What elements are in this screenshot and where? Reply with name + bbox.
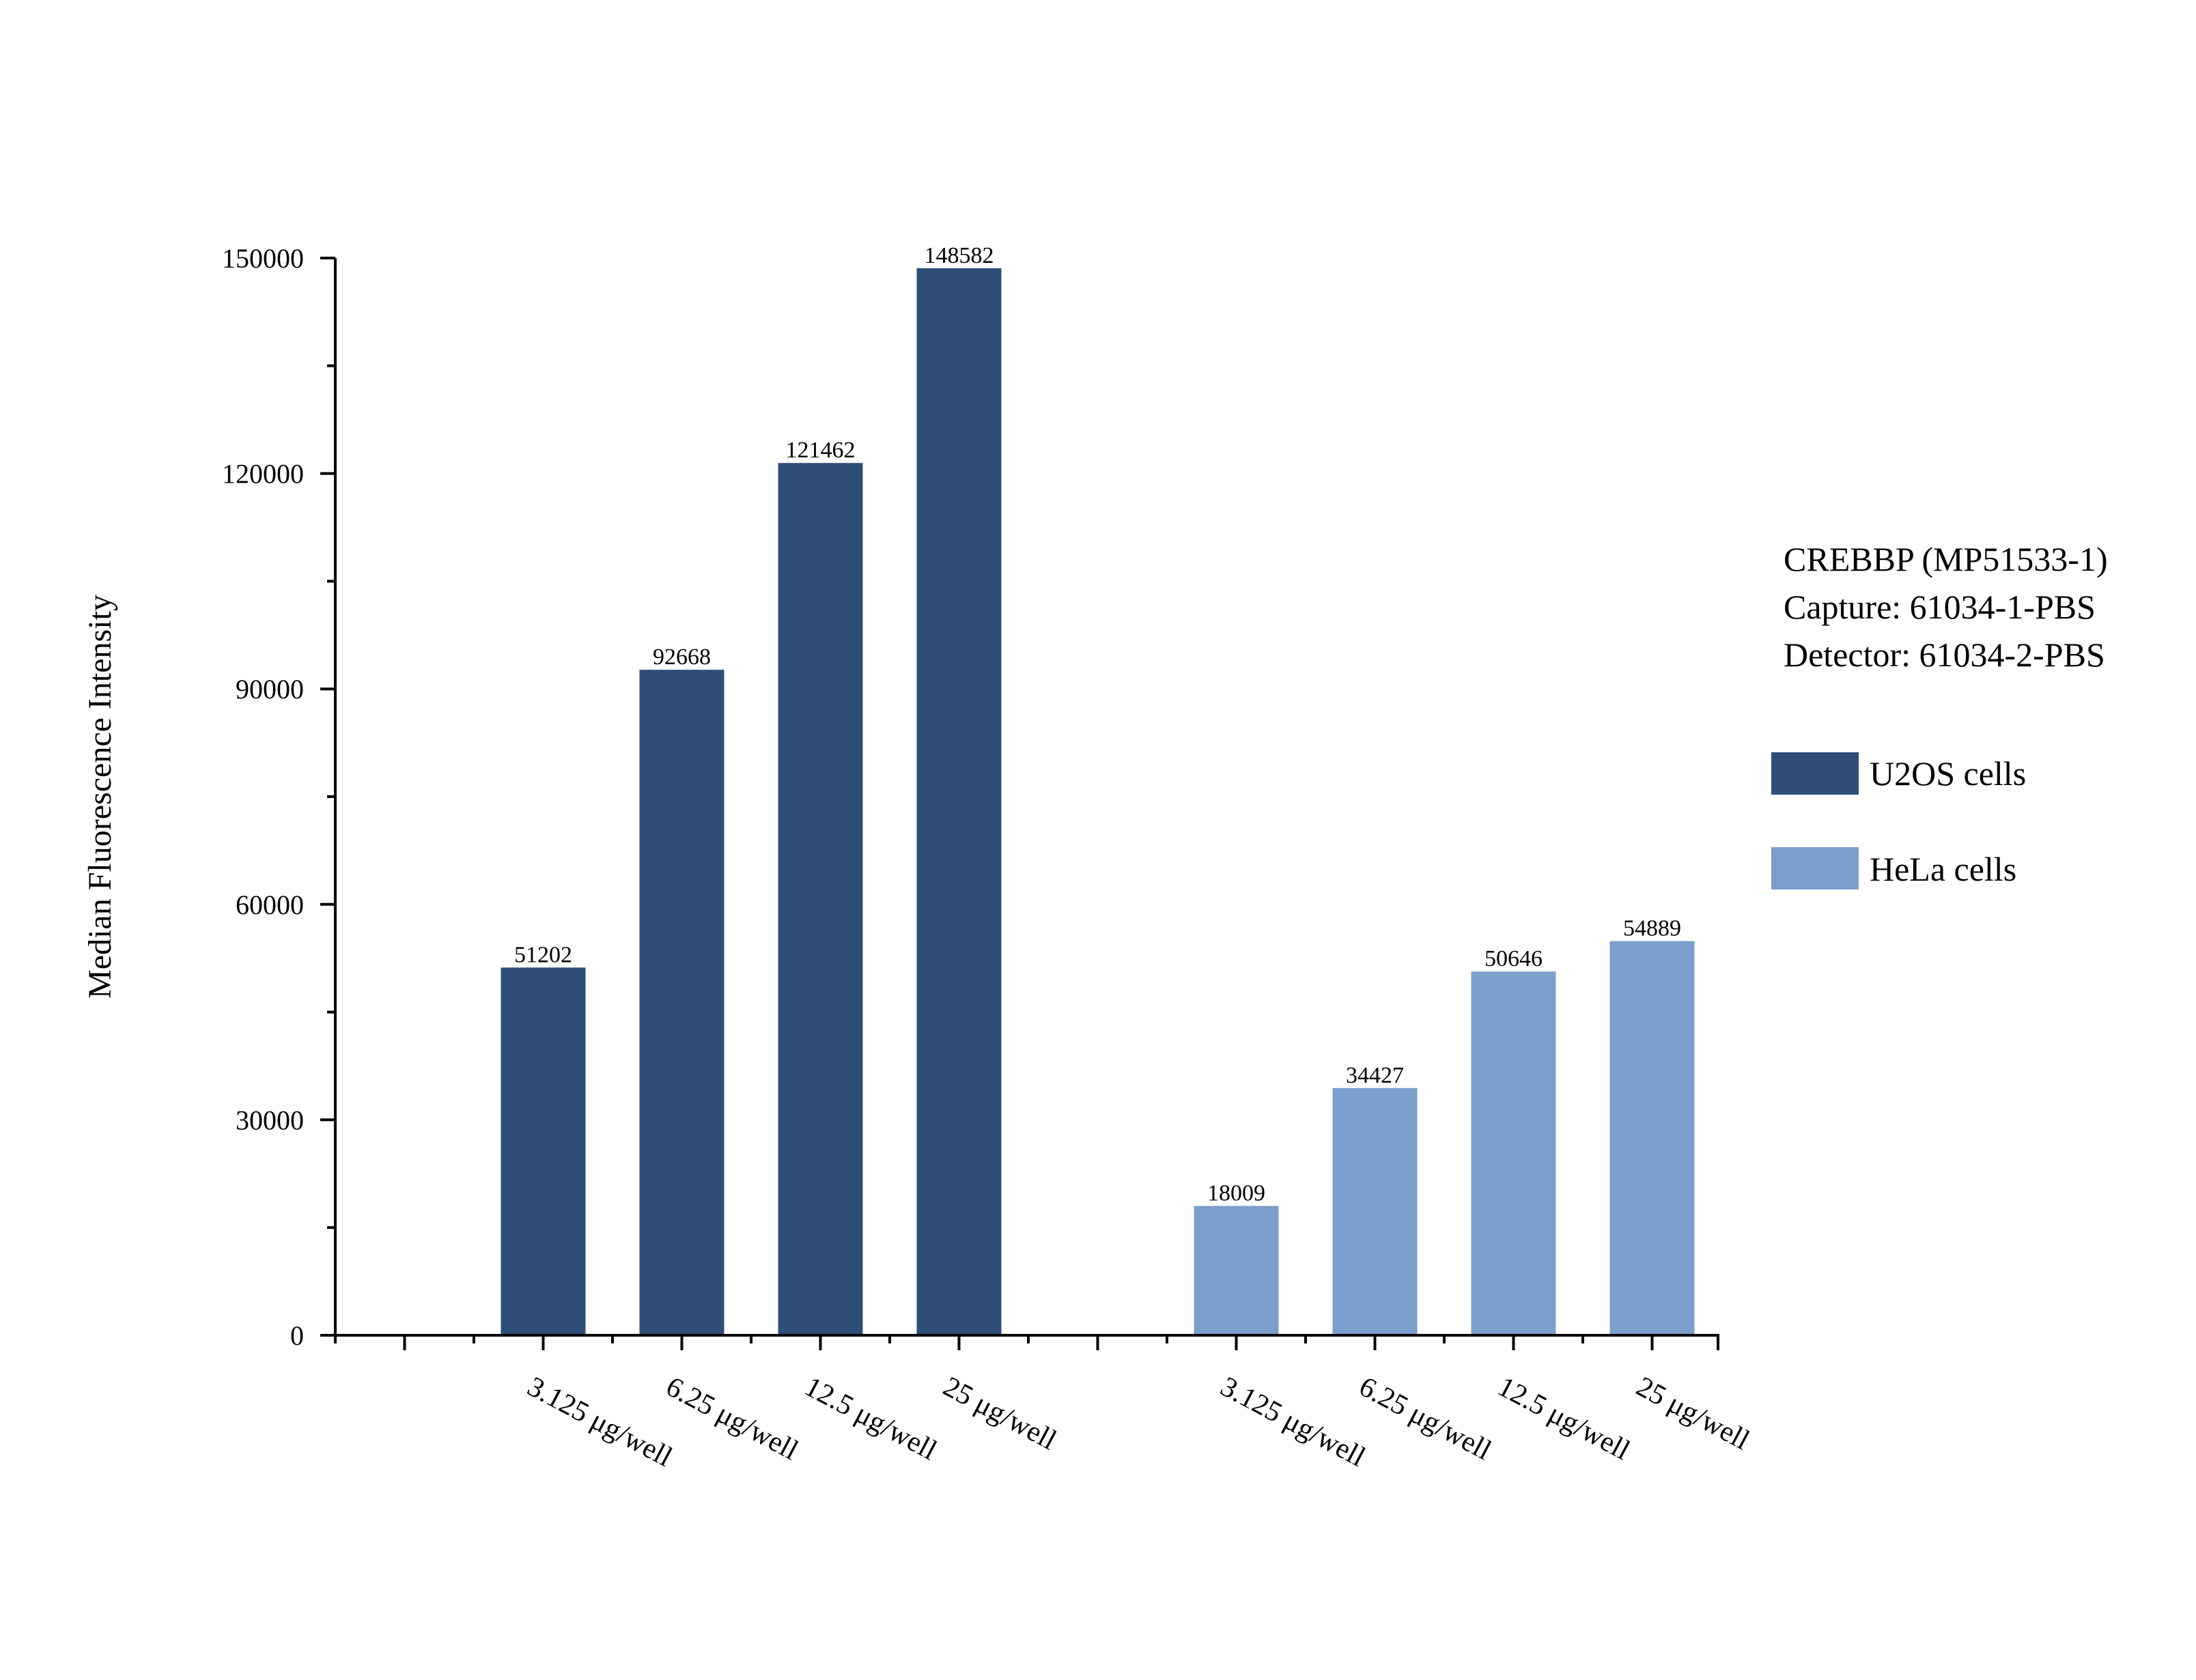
x-tick-label: 12.5 μg/well <box>1493 1371 1635 1466</box>
bar-u2os-cells-1 <box>501 967 586 1335</box>
bar-hela-cells-1 <box>1194 1206 1279 1335</box>
info-line-capture: Capture: 61034-1-PBS <box>1784 588 2096 626</box>
y-tick-label: 90000 <box>236 674 304 704</box>
x-tick-label: 3.125 μg/well <box>522 1371 677 1473</box>
bar-hela-cells-3 <box>1471 971 1556 1335</box>
y-tick-label: 30000 <box>236 1105 304 1135</box>
bar-value-label: 34427 <box>1346 1063 1404 1088</box>
y-tick-label: 120000 <box>222 459 304 489</box>
bar-u2os-cells-2 <box>639 670 724 1335</box>
legend: U2OS cells HeLa cells <box>1771 752 2026 889</box>
bar-value-label: 121462 <box>786 438 856 463</box>
x-tick-label: 6.25 μg/well <box>661 1371 803 1466</box>
info-line-title: CREBBP (MP51533-1) <box>1784 540 2108 578</box>
bar-value-label: 148582 <box>925 243 994 268</box>
x-tick-label: 25 μg/well <box>938 1371 1062 1456</box>
legend-swatch-u2os <box>1771 752 1859 795</box>
bar-value-label: 51202 <box>514 942 572 967</box>
y-tick-label: 150000 <box>222 243 304 274</box>
bar-value-labels: 51202 92668 121462 148582 18009 34427 50646 548… <box>514 243 1681 1206</box>
x-axis-ticks <box>334 1335 1719 1350</box>
y-tick-label: 0 <box>290 1320 304 1351</box>
bar-value-label: 18009 <box>1207 1181 1265 1206</box>
info-line-detector: Detector: 61034-2-PBS <box>1784 636 2105 674</box>
bars <box>501 268 1695 1336</box>
legend-swatch-hela <box>1771 847 1859 889</box>
info-block: CREBBP (MP51533-1) Capture: 61034-1-PBS … <box>1784 540 2108 674</box>
y-axis-label: Median Fluorescence Intensity <box>82 595 118 999</box>
bar-value-label: 92668 <box>653 644 711 670</box>
x-tick-label: 3.125 μg/well <box>1215 1371 1370 1473</box>
bar-u2os-cells-3 <box>778 463 863 1336</box>
x-tick-label: 6.25 μg/well <box>1354 1371 1496 1466</box>
x-tick-label: 12.5 μg/well <box>800 1371 942 1466</box>
bar-hela-cells-2 <box>1332 1087 1418 1335</box>
legend-label-u2os: U2OS cells <box>1870 754 2026 793</box>
bar-hela-cells-4 <box>1609 941 1695 1335</box>
y-tick-label: 60000 <box>236 889 304 920</box>
bar-u2os-cells-4 <box>916 268 1002 1335</box>
y-axis-ticks: 0 30000 60000 90000 120000 150000 <box>222 243 335 1351</box>
bar-value-label: 50646 <box>1484 946 1543 971</box>
legend-label-hela: HeLa cells <box>1870 850 2016 888</box>
bar-value-label: 54889 <box>1623 916 1681 941</box>
x-tick-label: 25 μg/well <box>1631 1371 1755 1456</box>
